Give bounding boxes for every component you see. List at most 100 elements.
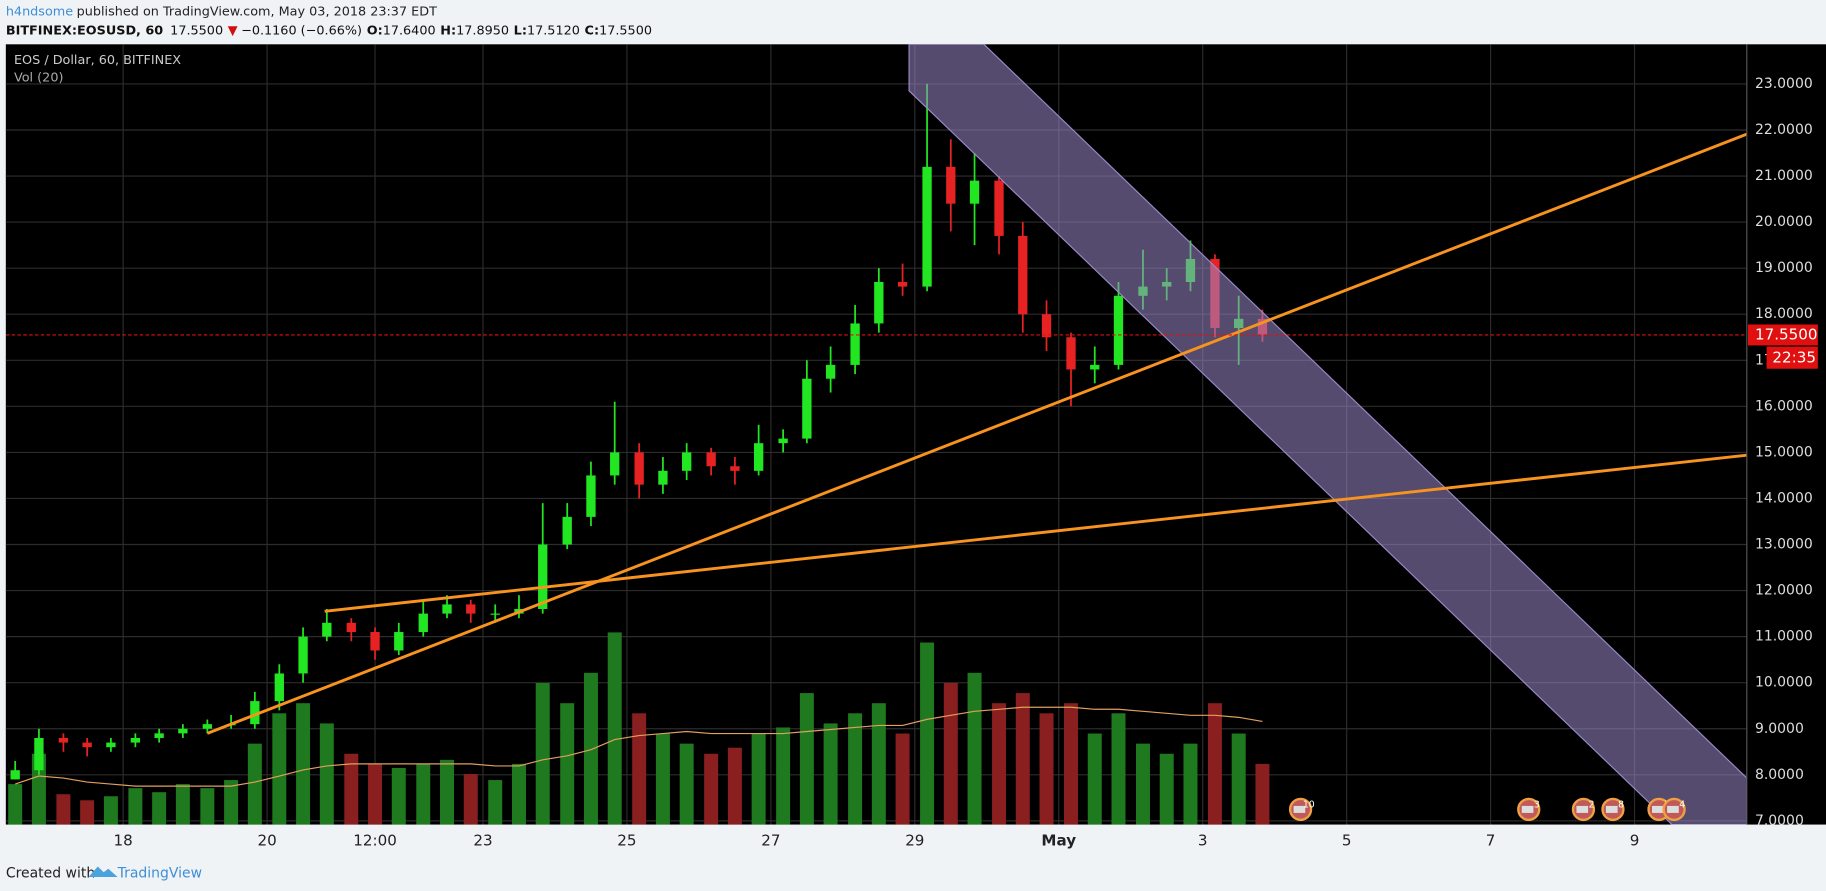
chart-subtitle: Vol (20) <box>14 71 63 86</box>
volume-bar <box>871 703 886 825</box>
chart-title: EOS / Dollar, 60, BITFINEX <box>14 53 181 68</box>
event-icon[interactable]: 4 <box>1662 797 1686 822</box>
volume-bar <box>511 763 526 825</box>
event-flag <box>1652 805 1664 813</box>
candle-body <box>730 466 740 471</box>
volume-bar <box>679 743 694 825</box>
published: published on TradingView.com, May 03, 20… <box>77 4 437 19</box>
event-icon[interactable]: 2 <box>1571 797 1596 822</box>
event-label: 2 <box>1589 799 1595 810</box>
candle-body <box>922 166 932 287</box>
volume-bar <box>560 703 575 825</box>
trendline <box>206 132 1747 735</box>
event-label: 8 <box>1618 799 1624 810</box>
x-tick-label: 25 <box>617 831 636 849</box>
candle-body <box>442 604 452 614</box>
candle-body <box>130 737 141 743</box>
candle-body <box>106 742 116 748</box>
candle-body <box>322 622 332 637</box>
volume-bar <box>488 780 503 825</box>
volume-bar <box>391 767 406 825</box>
volume-bar <box>920 642 935 825</box>
axes: 18 20 12:00 23 25 27 29 May 3 5 7 97.00008.00009.00… <box>114 76 1818 849</box>
candle-body <box>706 452 716 467</box>
x-tick-label: 20 <box>257 831 276 849</box>
event-icon[interactable]: 8 <box>1601 797 1625 822</box>
x-tick-label: 7 <box>1486 831 1496 849</box>
volume-bar <box>823 723 838 825</box>
volume-bar <box>992 703 1007 825</box>
candle-body <box>538 544 548 610</box>
candle-body <box>825 364 836 379</box>
countdown-box <box>1766 346 1818 369</box>
last-price-box <box>1747 324 1818 346</box>
ohlc-label: C: <box>585 23 600 38</box>
y-tick-label: 21.0000 <box>1755 168 1813 184</box>
y-tick-label: 15.0000 <box>1755 444 1813 460</box>
drawings <box>5 44 1747 825</box>
ohlc-label: L: <box>514 23 527 38</box>
volume-bar <box>247 743 262 825</box>
x-tick-label: 9 <box>1630 831 1640 849</box>
candle-body <box>1041 314 1052 338</box>
candle-body <box>202 724 213 729</box>
volume-bar <box>943 682 958 825</box>
footer-created: Created with <box>6 865 95 881</box>
volume-bar <box>799 693 814 825</box>
volume-bar <box>535 682 550 825</box>
y-tick-label: 23.0000 <box>1755 76 1813 92</box>
volume-bar <box>103 796 118 825</box>
candle-body <box>1066 337 1076 370</box>
last: 17.5500 <box>170 23 223 38</box>
event-flag <box>1521 805 1534 813</box>
ohlc-value: 17.5120 <box>527 23 580 38</box>
volume-bar <box>80 800 95 825</box>
candle-body <box>58 737 69 743</box>
candle-body <box>802 378 812 439</box>
footer-brand[interactable]: TradingView <box>117 865 202 881</box>
event-flag <box>1293 805 1306 813</box>
ohlc-value: 17.8950 <box>456 23 509 38</box>
volume-bar <box>583 672 598 825</box>
candle-body <box>298 636 308 674</box>
volume-bar <box>8 784 23 825</box>
candle-body <box>874 281 884 324</box>
volume-bar <box>440 759 454 825</box>
event-label: 10 <box>1303 799 1315 810</box>
candle-body <box>1113 295 1124 365</box>
volume-bar <box>1255 763 1270 825</box>
x-tick-label: 12:00 <box>353 831 397 849</box>
candle-body <box>586 475 596 517</box>
x-tick-label: 3 <box>1198 831 1208 849</box>
volume-bar <box>1231 733 1246 825</box>
candle-body <box>370 632 380 651</box>
last-price-label: 17.5500 <box>1755 325 1818 343</box>
volume-bar <box>296 703 311 825</box>
brand-icon <box>88 866 118 877</box>
volume-bar <box>319 723 334 825</box>
volume-bar <box>152 792 167 825</box>
candle-body <box>562 516 572 545</box>
event-icon[interactable]: 10 <box>1288 797 1315 822</box>
candle-body <box>274 673 284 702</box>
author[interactable]: h4ndsome <box>6 4 73 19</box>
candle-body <box>154 733 164 738</box>
volume-bar <box>1039 713 1054 825</box>
candle-body <box>1018 235 1028 315</box>
volume-bar <box>1135 743 1150 825</box>
y-tick-label: 9.0000 <box>1755 721 1804 737</box>
event-flag <box>1576 805 1589 813</box>
volume-bar <box>1183 743 1198 825</box>
event-label: 3 <box>1534 799 1540 810</box>
volume-bar <box>848 713 863 825</box>
y-tick-label: 8.0000 <box>1755 767 1804 783</box>
candle-body <box>778 438 788 444</box>
event-icon[interactable]: 3 <box>1517 797 1541 822</box>
volume-bar <box>56 794 71 825</box>
candle-body <box>394 632 404 651</box>
volume-bar <box>1159 753 1174 825</box>
volume-bar <box>895 733 910 825</box>
candle-body <box>466 604 476 614</box>
volume-bar <box>776 727 791 825</box>
